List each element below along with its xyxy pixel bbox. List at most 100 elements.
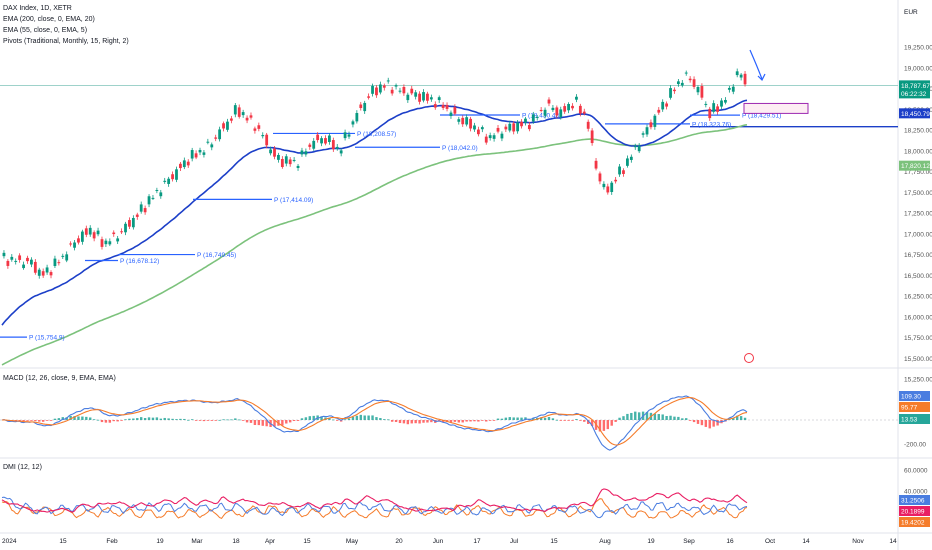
candle-body bbox=[480, 127, 484, 130]
candle-body bbox=[426, 93, 429, 101]
macd-histogram-bar bbox=[453, 420, 457, 422]
macd-histogram-bar bbox=[190, 419, 194, 421]
macd-histogram-bar bbox=[645, 412, 649, 420]
price-tick-label: 15,500.00 bbox=[904, 356, 932, 363]
macd-histogram-bar bbox=[367, 415, 370, 420]
candle-body bbox=[131, 217, 135, 228]
candle-body bbox=[96, 230, 100, 235]
macd-histogram-bar bbox=[441, 420, 445, 423]
ema-55-line bbox=[1, 99, 748, 326]
macd-histogram-bar bbox=[112, 420, 115, 422]
macd-histogram-bar bbox=[700, 420, 704, 426]
candle-body bbox=[571, 105, 574, 109]
candle-body bbox=[406, 94, 410, 101]
macd-histogram-bar bbox=[555, 419, 559, 421]
candle-body bbox=[84, 228, 88, 235]
candle-body bbox=[171, 174, 174, 180]
macd-histogram-bar bbox=[147, 417, 151, 420]
macd-histogram-bar bbox=[41, 420, 45, 422]
time-tick-label: 14 bbox=[889, 538, 897, 545]
macd-histogram-bar bbox=[602, 420, 606, 431]
legend-title: DAX Index, 1D, XETR bbox=[3, 5, 72, 12]
macd-histogram-bar bbox=[292, 420, 296, 421]
candle-body bbox=[14, 260, 18, 262]
macd-histogram-bar bbox=[253, 420, 257, 426]
candle-body bbox=[653, 115, 657, 127]
candle-body bbox=[457, 119, 461, 122]
macd-histogram-bar bbox=[622, 416, 625, 420]
macd-histogram-bar bbox=[406, 420, 410, 425]
macd-histogram-bar bbox=[234, 418, 237, 420]
candle-body bbox=[2, 252, 6, 257]
candle-body bbox=[739, 74, 743, 78]
candle-body bbox=[496, 127, 500, 132]
macd-histogram-bar bbox=[504, 417, 508, 420]
macd-histogram-bar bbox=[261, 420, 264, 426]
macd-histogram-bar bbox=[708, 420, 711, 429]
dmi-tick-label: 60.0000 bbox=[904, 468, 928, 475]
macd-histogram-bar bbox=[241, 420, 245, 421]
macd-histogram-bar bbox=[583, 420, 586, 422]
macd-histogram-bar bbox=[73, 416, 76, 420]
time-tick-label: 17 bbox=[473, 538, 481, 545]
candle-body bbox=[512, 123, 516, 132]
candle-body bbox=[641, 133, 645, 135]
candle-body bbox=[257, 125, 261, 129]
candle-body bbox=[92, 232, 96, 239]
candle-body bbox=[308, 144, 312, 147]
candle-body bbox=[147, 196, 151, 205]
candle-body bbox=[429, 97, 433, 100]
candle-body bbox=[226, 121, 229, 130]
macd-signal-line bbox=[1, 397, 748, 446]
dmi-value-label: 20.1899 bbox=[901, 509, 925, 516]
candle-body bbox=[661, 101, 665, 110]
candle-body bbox=[422, 92, 425, 101]
candle-body bbox=[277, 154, 280, 160]
macd-histogram-bar bbox=[61, 417, 64, 420]
macd-histogram-bar bbox=[414, 420, 417, 424]
candle-body bbox=[527, 124, 531, 130]
candle-body bbox=[524, 118, 527, 123]
candle-body bbox=[704, 103, 708, 105]
candle-body bbox=[367, 96, 371, 98]
macd-histogram-bar bbox=[637, 412, 641, 420]
candle-body bbox=[112, 232, 116, 235]
time-tick-label: 20 bbox=[395, 538, 403, 545]
price-tick-label: 18,250.00 bbox=[904, 128, 932, 135]
price-label-value: 18,787.67 bbox=[901, 83, 930, 90]
candle-body bbox=[716, 106, 719, 112]
candle-body bbox=[61, 255, 65, 257]
candle-body bbox=[449, 112, 453, 117]
macd-histogram-bar bbox=[390, 420, 394, 422]
pivot-label: P (18,208.57) bbox=[357, 131, 396, 138]
dmi-value-badge bbox=[899, 495, 930, 505]
candle-body bbox=[347, 134, 351, 137]
candle-body bbox=[300, 150, 304, 155]
macd-histogram-bar bbox=[136, 418, 139, 420]
candle-body bbox=[590, 130, 594, 144]
candle-body bbox=[163, 180, 167, 182]
candle-body bbox=[610, 182, 614, 193]
dmi-value-label: 31.2506 bbox=[901, 498, 925, 505]
candle-body bbox=[626, 158, 629, 166]
macd-histogram-bar bbox=[285, 420, 288, 424]
candle-body bbox=[80, 231, 84, 242]
macd-histogram-bar bbox=[85, 416, 88, 420]
macd-histogram-bar bbox=[14, 420, 17, 421]
macd-histogram-bar bbox=[26, 420, 29, 421]
candle-body bbox=[414, 92, 418, 97]
candle-body bbox=[53, 258, 57, 267]
pivot-label: P (16,749.45) bbox=[197, 252, 236, 259]
candle-body bbox=[469, 118, 472, 129]
macd-histogram-bar bbox=[430, 420, 433, 423]
candle-body bbox=[143, 208, 147, 213]
time-tick-label: 15 bbox=[550, 538, 558, 545]
legend-ema-20: EMA (200, close, 0, EMA, 20) bbox=[3, 16, 95, 23]
candle-body bbox=[296, 165, 300, 168]
macd-histogram-bar bbox=[22, 420, 25, 422]
candle-body bbox=[614, 179, 618, 182]
macd-histogram-bar bbox=[96, 419, 100, 421]
macd-tick-label: -200.00 bbox=[904, 442, 926, 449]
candle-body bbox=[618, 166, 621, 175]
